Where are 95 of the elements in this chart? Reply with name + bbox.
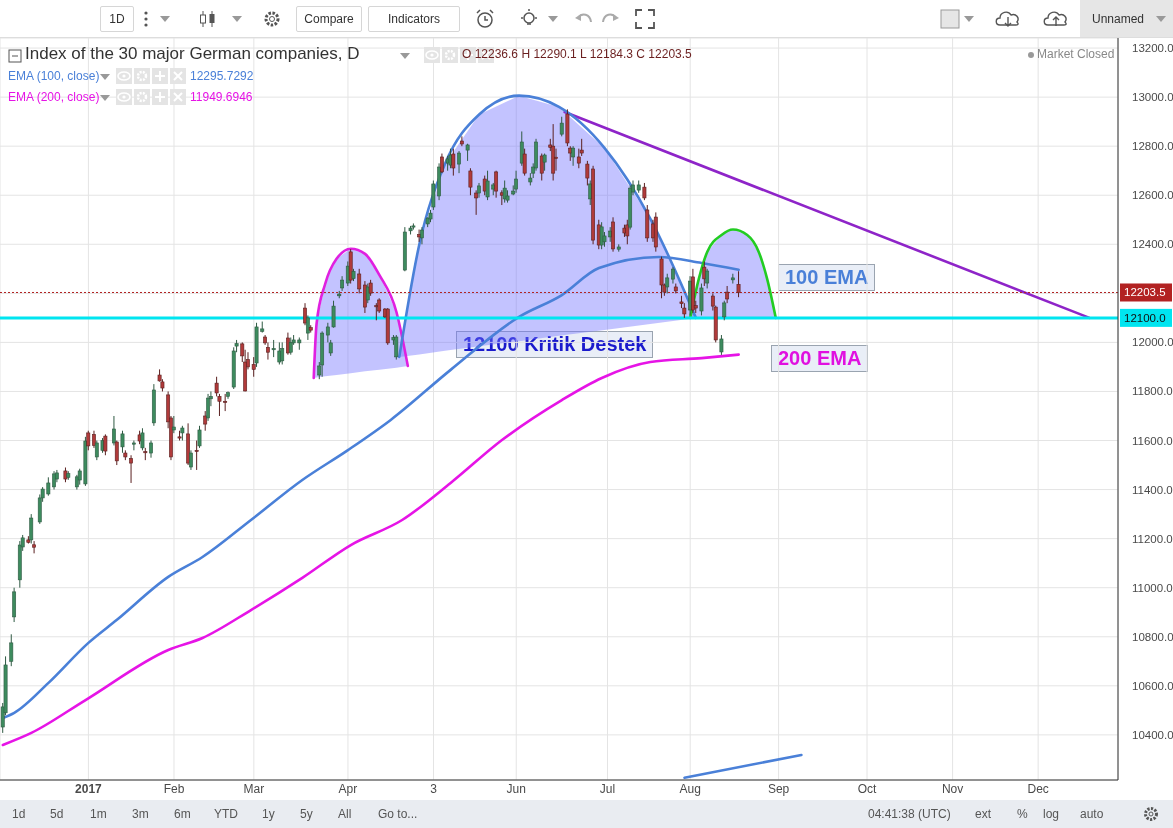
- text: 3m: [132, 807, 149, 821]
- candlestick: [94, 440, 99, 461]
- y-tick-label: 12000.0: [1132, 336, 1173, 349]
- text: auto: [1080, 807, 1104, 821]
- text: 1d: [12, 807, 26, 821]
- candlestick: [114, 440, 119, 466]
- y-tick-label: 10800.0: [1132, 630, 1173, 643]
- ref-line-label: 12203.5: [1124, 286, 1166, 299]
- x-tick-label: Apr: [338, 782, 358, 796]
- candlestick: [459, 135, 464, 147]
- y-tick-label: 11000.0: [1132, 581, 1173, 594]
- y-tick-label: 11400.0: [1132, 483, 1173, 496]
- y-tick-label: 10400.0: [1132, 728, 1173, 741]
- x-tick-label: Oct: [857, 782, 878, 796]
- candlestick: [485, 170, 490, 201]
- candlestick: [474, 189, 479, 216]
- annotation: O 12236.6 H 12290.1 L 12184.3 C 12203.5: [462, 47, 692, 61]
- candlestick: [9, 633, 14, 667]
- annotation: 11949.6946: [190, 90, 253, 104]
- text: EMA (100, close): [8, 69, 100, 83]
- text: 1D: [109, 12, 125, 26]
- candlestick: [129, 454, 133, 484]
- candlestick: [736, 270, 741, 298]
- candlestick: [468, 167, 473, 196]
- candlestick: [576, 148, 581, 169]
- annotation: 12295.7292: [190, 69, 254, 83]
- annotation: Market Closed: [1037, 47, 1115, 61]
- candlestick: [554, 148, 558, 172]
- y-tick-label: 11200.0: [1132, 532, 1173, 545]
- candlestick: [448, 148, 453, 169]
- candlestick: [303, 302, 307, 326]
- candlestick: [725, 285, 730, 304]
- candlestick: [482, 175, 487, 196]
- candlestick: [280, 341, 285, 365]
- x-tick-label: 3: [430, 782, 438, 796]
- candlestick: [719, 334, 724, 356]
- candlestick: [665, 273, 670, 294]
- x-tick-label: 2017: [75, 782, 103, 796]
- annotation: 100 EMA: [778, 264, 876, 291]
- candlestick: [203, 410, 208, 432]
- x-tick-label: Jul: [599, 782, 616, 796]
- y-tick-label: 11600.0: [1132, 434, 1173, 447]
- candlestick: [699, 283, 704, 316]
- candlestick: [214, 376, 219, 397]
- text: Unnamed: [1092, 11, 1145, 26]
- x-tick-label: Nov: [941, 782, 964, 796]
- y-tick-label: 10600.0: [1132, 679, 1173, 692]
- y-tick-label: 12600.0: [1132, 189, 1173, 202]
- candlestick: [112, 415, 116, 446]
- y-tick-label: 13200.0: [1132, 42, 1173, 55]
- text: YTD: [214, 807, 238, 821]
- text: Compare: [304, 12, 354, 26]
- candlestick: [120, 430, 125, 454]
- x-tick-label: Dec: [1027, 782, 1049, 796]
- candlestick: [457, 150, 461, 174]
- candlestick: [189, 449, 193, 471]
- text: All: [338, 807, 352, 821]
- annotation: 200 EMA: [771, 345, 869, 372]
- text: 04:41:38 (UTC): [868, 807, 951, 821]
- text: EMA (200, close): [8, 90, 100, 104]
- y-tick-label: 13000.0: [1132, 91, 1173, 104]
- y-tick-label: 12800.0: [1132, 140, 1173, 153]
- candlestick: [32, 540, 36, 554]
- text: Indicators: [387, 12, 441, 26]
- text: ext: [975, 807, 992, 821]
- text: 5d: [50, 807, 64, 821]
- candlestick: [559, 116, 564, 137]
- candlestick: [194, 440, 199, 471]
- text: 6m: [174, 807, 191, 821]
- text: 1m: [90, 807, 107, 821]
- candlestick: [522, 148, 527, 177]
- chart-title: Index of the 30 major German companies, D: [25, 44, 360, 64]
- x-tick-label: Sep: [767, 782, 790, 796]
- candlestick: [417, 229, 422, 243]
- text: 1y: [262, 807, 275, 821]
- candlestick: [705, 268, 710, 289]
- candlestick: [277, 341, 282, 365]
- ref-line-label: 12100.0: [1124, 311, 1166, 324]
- x-tick-label: Mar: [243, 782, 265, 796]
- x-tick-label: Aug: [679, 782, 701, 796]
- text: 5y: [300, 807, 313, 821]
- text: log: [1043, 807, 1060, 821]
- candlestick: [206, 393, 210, 422]
- candlestick: [197, 425, 202, 449]
- candlestick: [132, 440, 136, 451]
- candlestick: [702, 260, 707, 287]
- candlestick: [357, 268, 362, 294]
- y-tick-label: 12400.0: [1132, 238, 1173, 251]
- y-tick-label: 11800.0: [1132, 385, 1173, 398]
- line-series: [1, 353, 740, 747]
- x-tick-label: Feb: [163, 782, 185, 796]
- x-tick-label: Jun: [506, 782, 526, 796]
- text: %: [1017, 807, 1028, 821]
- candlestick: [722, 300, 727, 321]
- text: Go to...: [378, 807, 418, 821]
